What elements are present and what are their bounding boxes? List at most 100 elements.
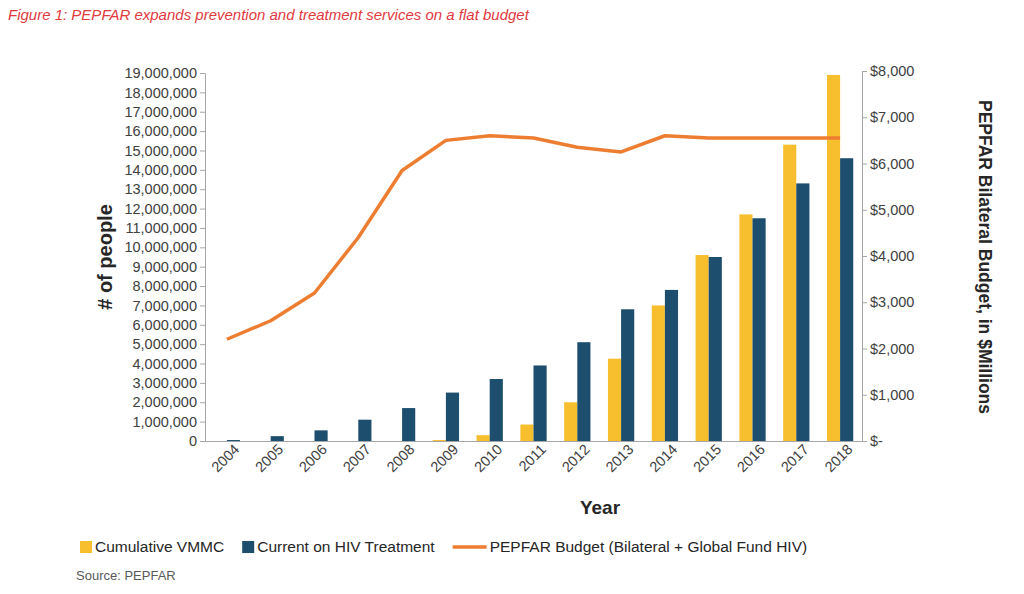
tick-label: 6,000,000 [132,317,197,333]
tick-mark [200,170,205,171]
tick: 2012 [559,441,593,475]
tick-mark [200,364,205,365]
tick-label: $5,000 [870,202,914,218]
bar [827,75,840,441]
bar [577,342,590,441]
tick-label: 2014 [646,441,680,475]
bar [446,393,459,441]
bar [739,214,752,441]
y2-axis: $-$1,000$2,000$3,000$4,000$5,000$6,000$7… [862,63,914,449]
tick: 2015 [690,441,724,475]
tick-label: $- [870,433,883,449]
bar [709,257,722,441]
tick-mark [200,402,205,403]
bar [301,441,314,442]
tick: $4,000 [862,248,914,264]
tick: $5,000 [862,202,914,218]
tick-label: 2016 [734,441,768,475]
tick-mark [200,131,205,132]
tick: 9,000,000 [132,259,205,275]
tick-label: 2,000,000 [132,394,197,410]
tick-label: 3,000,000 [132,375,197,391]
legend-item: PEPFAR Budget (Bilateral + Global Fund H… [453,538,807,555]
bar [753,218,766,441]
bar [796,183,809,441]
tick-label: 17,000,000 [124,104,197,120]
tick-mark [862,256,867,257]
tick-label: 2004 [208,441,242,475]
tick-label: 5,000,000 [132,336,197,352]
bar [214,441,227,442]
tick: 2008 [383,441,417,475]
tick: 2013 [602,441,636,475]
y2-axis-title: PEPFAR Bilateral Budget, in $Millions [975,100,995,414]
tick-mark [200,209,205,210]
tick: 8,000,000 [132,278,205,294]
bar [315,430,328,441]
tick-label: $3,000 [870,294,914,310]
x-axis-title: Year [580,497,621,518]
bar-series [227,158,853,441]
bar [433,440,446,441]
tick-label: 9,000,000 [132,259,197,275]
tick: 2017 [778,441,812,475]
tick: 15,000,000 [124,143,205,159]
tick-mark [200,73,205,74]
tick-mark [200,267,205,268]
bar [389,441,402,442]
tick-label: 2007 [340,441,374,475]
tick-label: 2015 [690,441,724,475]
tick: 2,000,000 [132,394,205,410]
tick: 13,000,000 [124,181,205,197]
tick-mark [200,422,205,423]
source-note: Source: PEPFAR [76,568,176,583]
tick: 6,000,000 [132,317,205,333]
tick-mark [862,302,867,303]
plot-area [227,75,853,441]
tick-mark [862,349,867,350]
tick: $1,000 [862,387,914,403]
tick-mark [862,395,867,396]
bar [564,402,577,441]
tick: 11,000,000 [126,220,206,236]
axis-line [863,72,868,442]
bar [477,435,490,441]
tick-label: 11,000,000 [126,220,198,236]
tick-label: 4,000,000 [132,356,197,372]
tick-label: $1,000 [870,387,914,403]
tick: $3,000 [862,294,914,310]
y-axis-title: # of people [94,204,116,310]
tick: 19,000,000 [124,65,205,81]
tick: 3,000,000 [132,375,205,391]
tick-mark [200,286,205,287]
tick-mark [862,117,867,118]
tick-label: $7,000 [870,109,914,125]
title: Figure 1: PEPFAR expands prevention and … [8,6,530,23]
tick-label: 18,000,000 [124,85,197,101]
tick-mark [200,189,205,190]
tick-mark [200,305,205,306]
tick: 2010 [471,441,505,475]
tick-mark [862,71,867,72]
bar [665,290,678,441]
bar [271,436,284,441]
tick: 12,000,000 [124,201,205,217]
tick: 4,000,000 [132,356,205,372]
bar [402,408,415,441]
tick: 0 [189,433,205,449]
tick-label: 13,000,000 [124,181,197,197]
tick: 10,000,000 [124,239,205,255]
tick-mark [200,325,205,326]
chart: Figure 1: PEPFAR expands prevention and … [0,0,1024,594]
bar [608,359,621,441]
tick-label: 16,000,000 [124,123,197,139]
tick-mark [200,150,205,151]
tick-label: 2011 [516,441,549,474]
tick: 2011 [516,441,549,474]
x-axis: 2004200520062007200820092010201120122013… [206,441,863,475]
tick-label: 14,000,000 [124,162,197,178]
tick-label: 10,000,000 [124,239,197,255]
tick-label: 2013 [602,441,636,475]
bar [534,365,547,441]
bar [358,420,371,441]
